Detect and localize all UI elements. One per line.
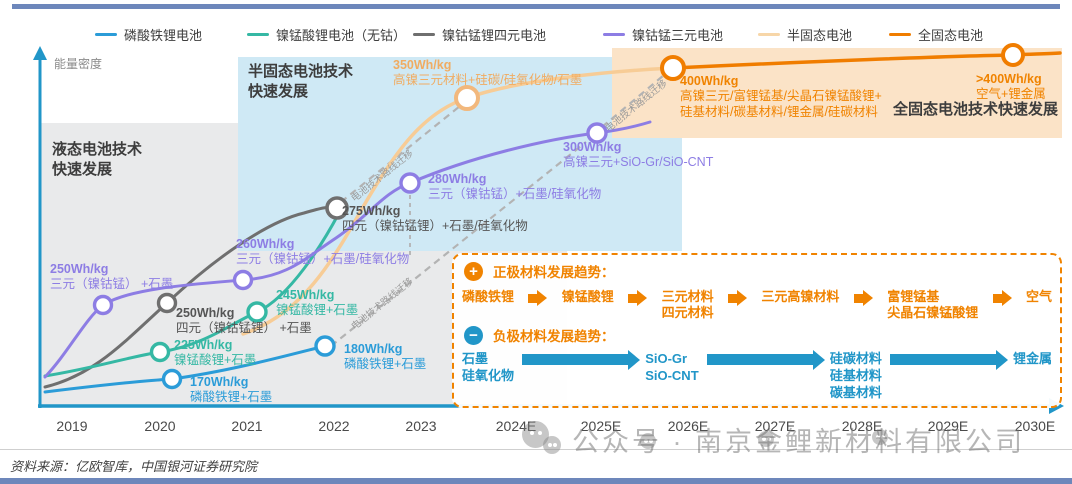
legend-swatch-quaternary (413, 33, 435, 36)
curve-all-solid (671, 51, 1062, 70)
minus-icon: − (464, 325, 483, 345)
legend-label: 镍钴锰锂四元电池 (442, 28, 547, 43)
legend-label: 全固态电池 (918, 28, 984, 43)
legend-item-ternary: 镍钴锰三元电池 (603, 25, 723, 44)
anode-item: 石墨 硅氧化物 (462, 351, 515, 383)
y-axis-label: 能量密度 (54, 57, 103, 71)
flow-arrow-icon (992, 290, 1012, 306)
x-tick-2019: 2019 (56, 418, 88, 434)
x-tick-2030e: 2030E (1014, 418, 1056, 434)
cathode-item: 磷酸铁锂 (462, 289, 515, 304)
cathode-item: 三元高镍材料 (761, 289, 840, 304)
wechat-icon (522, 421, 549, 448)
x-tick-2026e: 2026E (667, 418, 709, 434)
point-label-225: 225Wh/kg 镍锰酸锂+石墨 (174, 338, 257, 368)
cathode-title-row: + 正极材料发展趋势： (464, 261, 1052, 281)
anode-item: SiO-Gr SiO-CNT (645, 351, 699, 383)
flow-arrow-icon (853, 290, 873, 306)
legend-label: 磷酸铁锂电池 (124, 28, 203, 43)
point-label-300: 300Wh/kg 高镍三元+SiO-Gr/SiO-CNT (563, 140, 714, 170)
point-label-260: 260Wh/kg 三元（镍钴锰）+石墨/硅氧化物 (236, 237, 410, 267)
legend-label: 镍钴锰三元电池 (632, 28, 724, 43)
point-label-350: 350Wh/kg 高镍三元材料+硅碳/硅氧化物/石墨 (393, 58, 583, 88)
cathode-flow: 磷酸铁锂 镍锰酸锂 三元材料 四元材料 三元高镍材料 富锂锰基 尖晶石镍锰酸锂 … (462, 289, 1052, 322)
cathode-title: 正极材料发展趋势： (493, 265, 615, 280)
region-all-solid (612, 48, 1062, 138)
flow-arrow-icon (528, 290, 548, 306)
x-tick-2029e: 2029E (927, 418, 969, 434)
x-tick-2020: 2020 (144, 418, 176, 434)
wechat-icon (758, 431, 774, 447)
anode-title: 负极材料发展趋势： (493, 329, 615, 344)
point-label-180: 180Wh/kg 磷酸铁锂+石墨 (344, 342, 427, 372)
anode-flow: 石墨 硅氧化物 SiO-Gr SiO-CNT 硅碳材料 硅基材料 碳基材料 锂金… (462, 349, 1053, 402)
flow-arrow-icon (728, 290, 747, 306)
material-trend-box: + 正极材料发展趋势： 磷酸铁锂 镍锰酸锂 三元材料 四元材料 三元高镍材料 富… (452, 253, 1062, 408)
legend-swatch-all-solid (889, 33, 911, 36)
legend-item-lnmo: 镍锰酸锂电池（无钴） (247, 25, 406, 44)
anode-title-row: − 负极材料发展趋势： (464, 325, 1052, 345)
curve-quaternary (43, 205, 340, 389)
wechat-icon (640, 433, 656, 449)
x-tick-2028e: 2028E (841, 418, 883, 434)
point-label-400: 400Wh/kg 高镍三元/富锂锰基/尖晶石镍锰酸锂+ 硅基材料/碳基材料/锂金属/… (680, 74, 882, 119)
point-label-170: 170Wh/kg 磷酸铁锂+石墨 (190, 375, 273, 405)
point-label-245: 245Wh/kg 镍锰酸锂+石墨 (276, 288, 359, 318)
point-label-400plus: >400Wh/kg 空气+锂金属 (976, 72, 1046, 102)
legend-item-lfp: 磷酸铁锂电池 (95, 25, 202, 44)
x-tick-2027e: 2027E (754, 418, 796, 434)
bottom-divider-bar (0, 478, 1072, 484)
legend-swatch-ternary (603, 33, 625, 36)
x-tick-2022: 2022 (318, 418, 350, 434)
legend-swatch-semi-solid (758, 33, 780, 36)
legend-item-semi-solid: 半固态电池 (758, 25, 852, 44)
x-tick-2025e: 2025E (580, 418, 622, 434)
flow-arrow-icon (706, 349, 826, 370)
wechat-icon (543, 436, 561, 454)
flow-arrow-icon (628, 290, 648, 306)
flow-arrow-icon (889, 349, 1009, 370)
region-semi-label: 半固态电池技术 快速发展 (248, 63, 354, 101)
point-label-250-ternary: 250Wh/kg 三元（镍钴锰） +石墨 (50, 262, 174, 292)
legend-label: 半固态电池 (787, 28, 853, 43)
source-text: 资料来源：亿欧智库，中国银河证券研究院 (10, 459, 258, 474)
legend-label: 镍锰酸锂电池（无钴） (276, 28, 407, 43)
point-label-250-quaternary: 250Wh/kg 四元（镍钴锰锂） +石墨 (176, 306, 312, 336)
legend-item-all-solid: 全固态电池 (889, 25, 983, 44)
top-divider-bar (12, 4, 1060, 9)
anode-item: 锂金属 (1013, 351, 1053, 366)
data-point-markers (92, 43, 1025, 390)
y-axis (33, 46, 47, 408)
plus-icon: + (464, 261, 483, 281)
cathode-item: 三元材料 四元材料 (661, 289, 714, 321)
cathode-item: 镍锰酸锂 (561, 289, 614, 304)
migration-dashed-lines (330, 74, 665, 347)
wechat-icon (872, 429, 888, 445)
legend-item-quaternary: 镍钴锰锂四元电池 (413, 25, 546, 44)
point-label-280: 280Wh/kg 三元（镍钴锰）+石墨/硅氧化物 (428, 172, 602, 202)
x-tick-2024e: 2024E (495, 418, 537, 434)
x-tick-2021: 2021 (231, 418, 263, 434)
legend-swatch-lnmo (247, 33, 269, 36)
cathode-item: 空气 (1025, 289, 1052, 304)
x-tick-2023: 2023 (405, 418, 437, 434)
legend-swatch-lfp (95, 33, 117, 36)
cathode-item: 富锂锰基 尖晶石镍锰酸锂 (887, 289, 979, 321)
curve-semi-solid (241, 66, 675, 336)
anode-item: 硅碳材料 硅基材料 碳基材料 (829, 351, 882, 400)
region-liquid-label: 液态电池技术 快速发展 (52, 141, 143, 179)
curve-lnmo (43, 211, 341, 378)
region-solid-label: 全固态电池技术快速发展 (893, 101, 1059, 118)
point-label-275: 275Wh/kg 四元（镍钴锰锂）+石墨/硅氧化物 (342, 204, 528, 234)
watermark-text: 公众号 · 南京金鲤新材料有限公司 (572, 427, 1025, 457)
flow-arrow-icon (522, 349, 641, 370)
footer-divider (0, 449, 1072, 450)
